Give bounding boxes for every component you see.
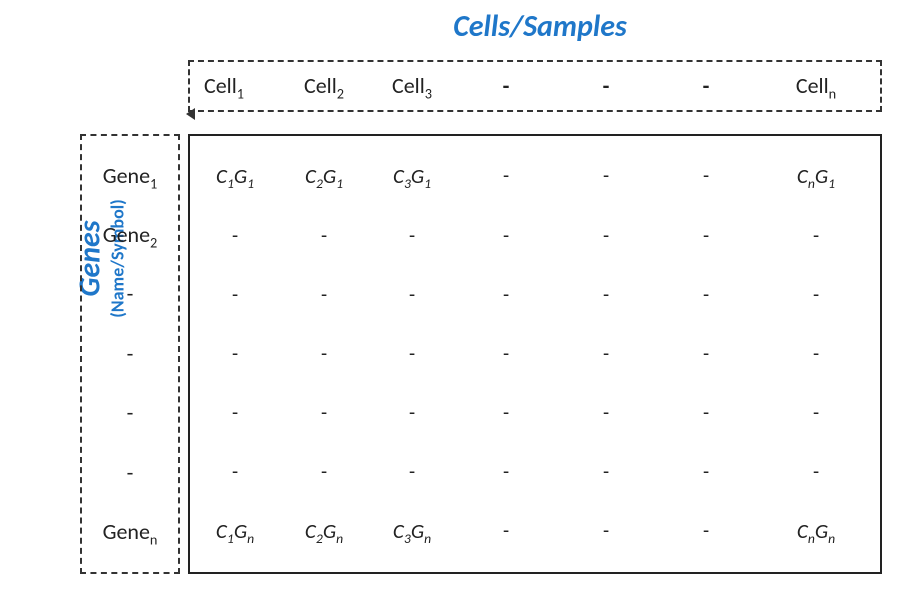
data-matrix: C1G1C2G1C3G1---CnG1---------------------… <box>188 134 882 574</box>
table-cell: - <box>456 461 556 483</box>
column-header: - <box>456 62 556 110</box>
table-cell: - <box>368 225 456 247</box>
column-header: Cell2 <box>280 62 368 110</box>
table-cell: C3G1 <box>368 165 456 188</box>
table-cell: - <box>368 284 456 306</box>
row-header: - <box>82 342 178 366</box>
table-cell: - <box>190 343 280 365</box>
table-cell: - <box>656 520 756 543</box>
table-cell: - <box>456 520 556 543</box>
table-cell: C2Gn <box>280 520 368 543</box>
table-cell: - <box>368 402 456 424</box>
table-cell: CnG1 <box>756 165 876 188</box>
column-header: - <box>556 62 656 110</box>
table-cell: - <box>190 402 280 424</box>
table-cell: - <box>756 461 876 483</box>
table-cell: - <box>556 225 656 247</box>
table-row: ------- <box>190 461 880 483</box>
table-cell: - <box>556 461 656 483</box>
table-cell: - <box>456 284 556 306</box>
arrowhead-icon <box>186 108 195 120</box>
row-headers-box: Gene1 Gene2 - - - - Genen <box>80 134 180 574</box>
table-cell: C3Gn <box>368 520 456 543</box>
table-cell: - <box>656 284 756 306</box>
table-cell: - <box>556 165 656 188</box>
table-cell: - <box>368 461 456 483</box>
row-header: - <box>82 401 178 425</box>
table-row: ------- <box>190 284 880 306</box>
table-row: ------- <box>190 402 880 424</box>
table-cell: - <box>756 402 876 424</box>
column-header: Cell1 <box>190 62 280 110</box>
table-cell: - <box>656 402 756 424</box>
matrix-diagram: Cells/Samples Cell1Cell2Cell3---Celln Ge… <box>0 0 899 593</box>
table-cell: - <box>368 343 456 365</box>
table-cell: - <box>280 402 368 424</box>
column-header: Celln <box>756 62 876 110</box>
column-header: Cell3 <box>368 62 456 110</box>
row-header: Gene1 <box>82 164 178 188</box>
table-row: C1G1C2G1C3G1---CnG1 <box>190 165 880 188</box>
table-cell: - <box>190 284 280 306</box>
column-headers-row: Cell1Cell2Cell3---Celln <box>190 62 880 110</box>
columns-title: Cells/Samples <box>340 8 740 45</box>
table-cell: - <box>556 284 656 306</box>
table-cell: - <box>656 343 756 365</box>
table-cell: - <box>456 343 556 365</box>
table-cell: C1G1 <box>190 165 280 188</box>
table-cell: - <box>756 343 876 365</box>
row-header: Gene2 <box>82 223 178 247</box>
table-cell: - <box>190 461 280 483</box>
table-row: C1GnC2GnC3Gn---CnGn <box>190 520 880 543</box>
table-cell: - <box>556 520 656 543</box>
column-header: - <box>656 62 756 110</box>
table-cell: - <box>280 343 368 365</box>
table-cell: - <box>190 225 280 247</box>
table-cell: - <box>656 225 756 247</box>
table-cell: - <box>456 165 556 188</box>
table-cell: - <box>456 225 556 247</box>
table-cell: CnGn <box>756 520 876 543</box>
table-cell: - <box>656 165 756 188</box>
table-cell: - <box>756 284 876 306</box>
table-cell: C1Gn <box>190 520 280 543</box>
table-cell: - <box>280 284 368 306</box>
table-cell: - <box>756 225 876 247</box>
table-cell: - <box>280 225 368 247</box>
table-row: ------- <box>190 343 880 365</box>
column-headers-box: Cell1Cell2Cell3---Celln <box>188 60 882 112</box>
table-row: ------- <box>190 225 880 247</box>
table-cell: C2G1 <box>280 165 368 188</box>
row-header: - <box>82 461 178 485</box>
row-header: - <box>82 282 178 306</box>
table-cell: - <box>556 343 656 365</box>
table-cell: - <box>556 402 656 424</box>
table-cell: - <box>456 402 556 424</box>
row-header: Genen <box>82 520 178 544</box>
table-cell: - <box>280 461 368 483</box>
table-cell: - <box>656 461 756 483</box>
